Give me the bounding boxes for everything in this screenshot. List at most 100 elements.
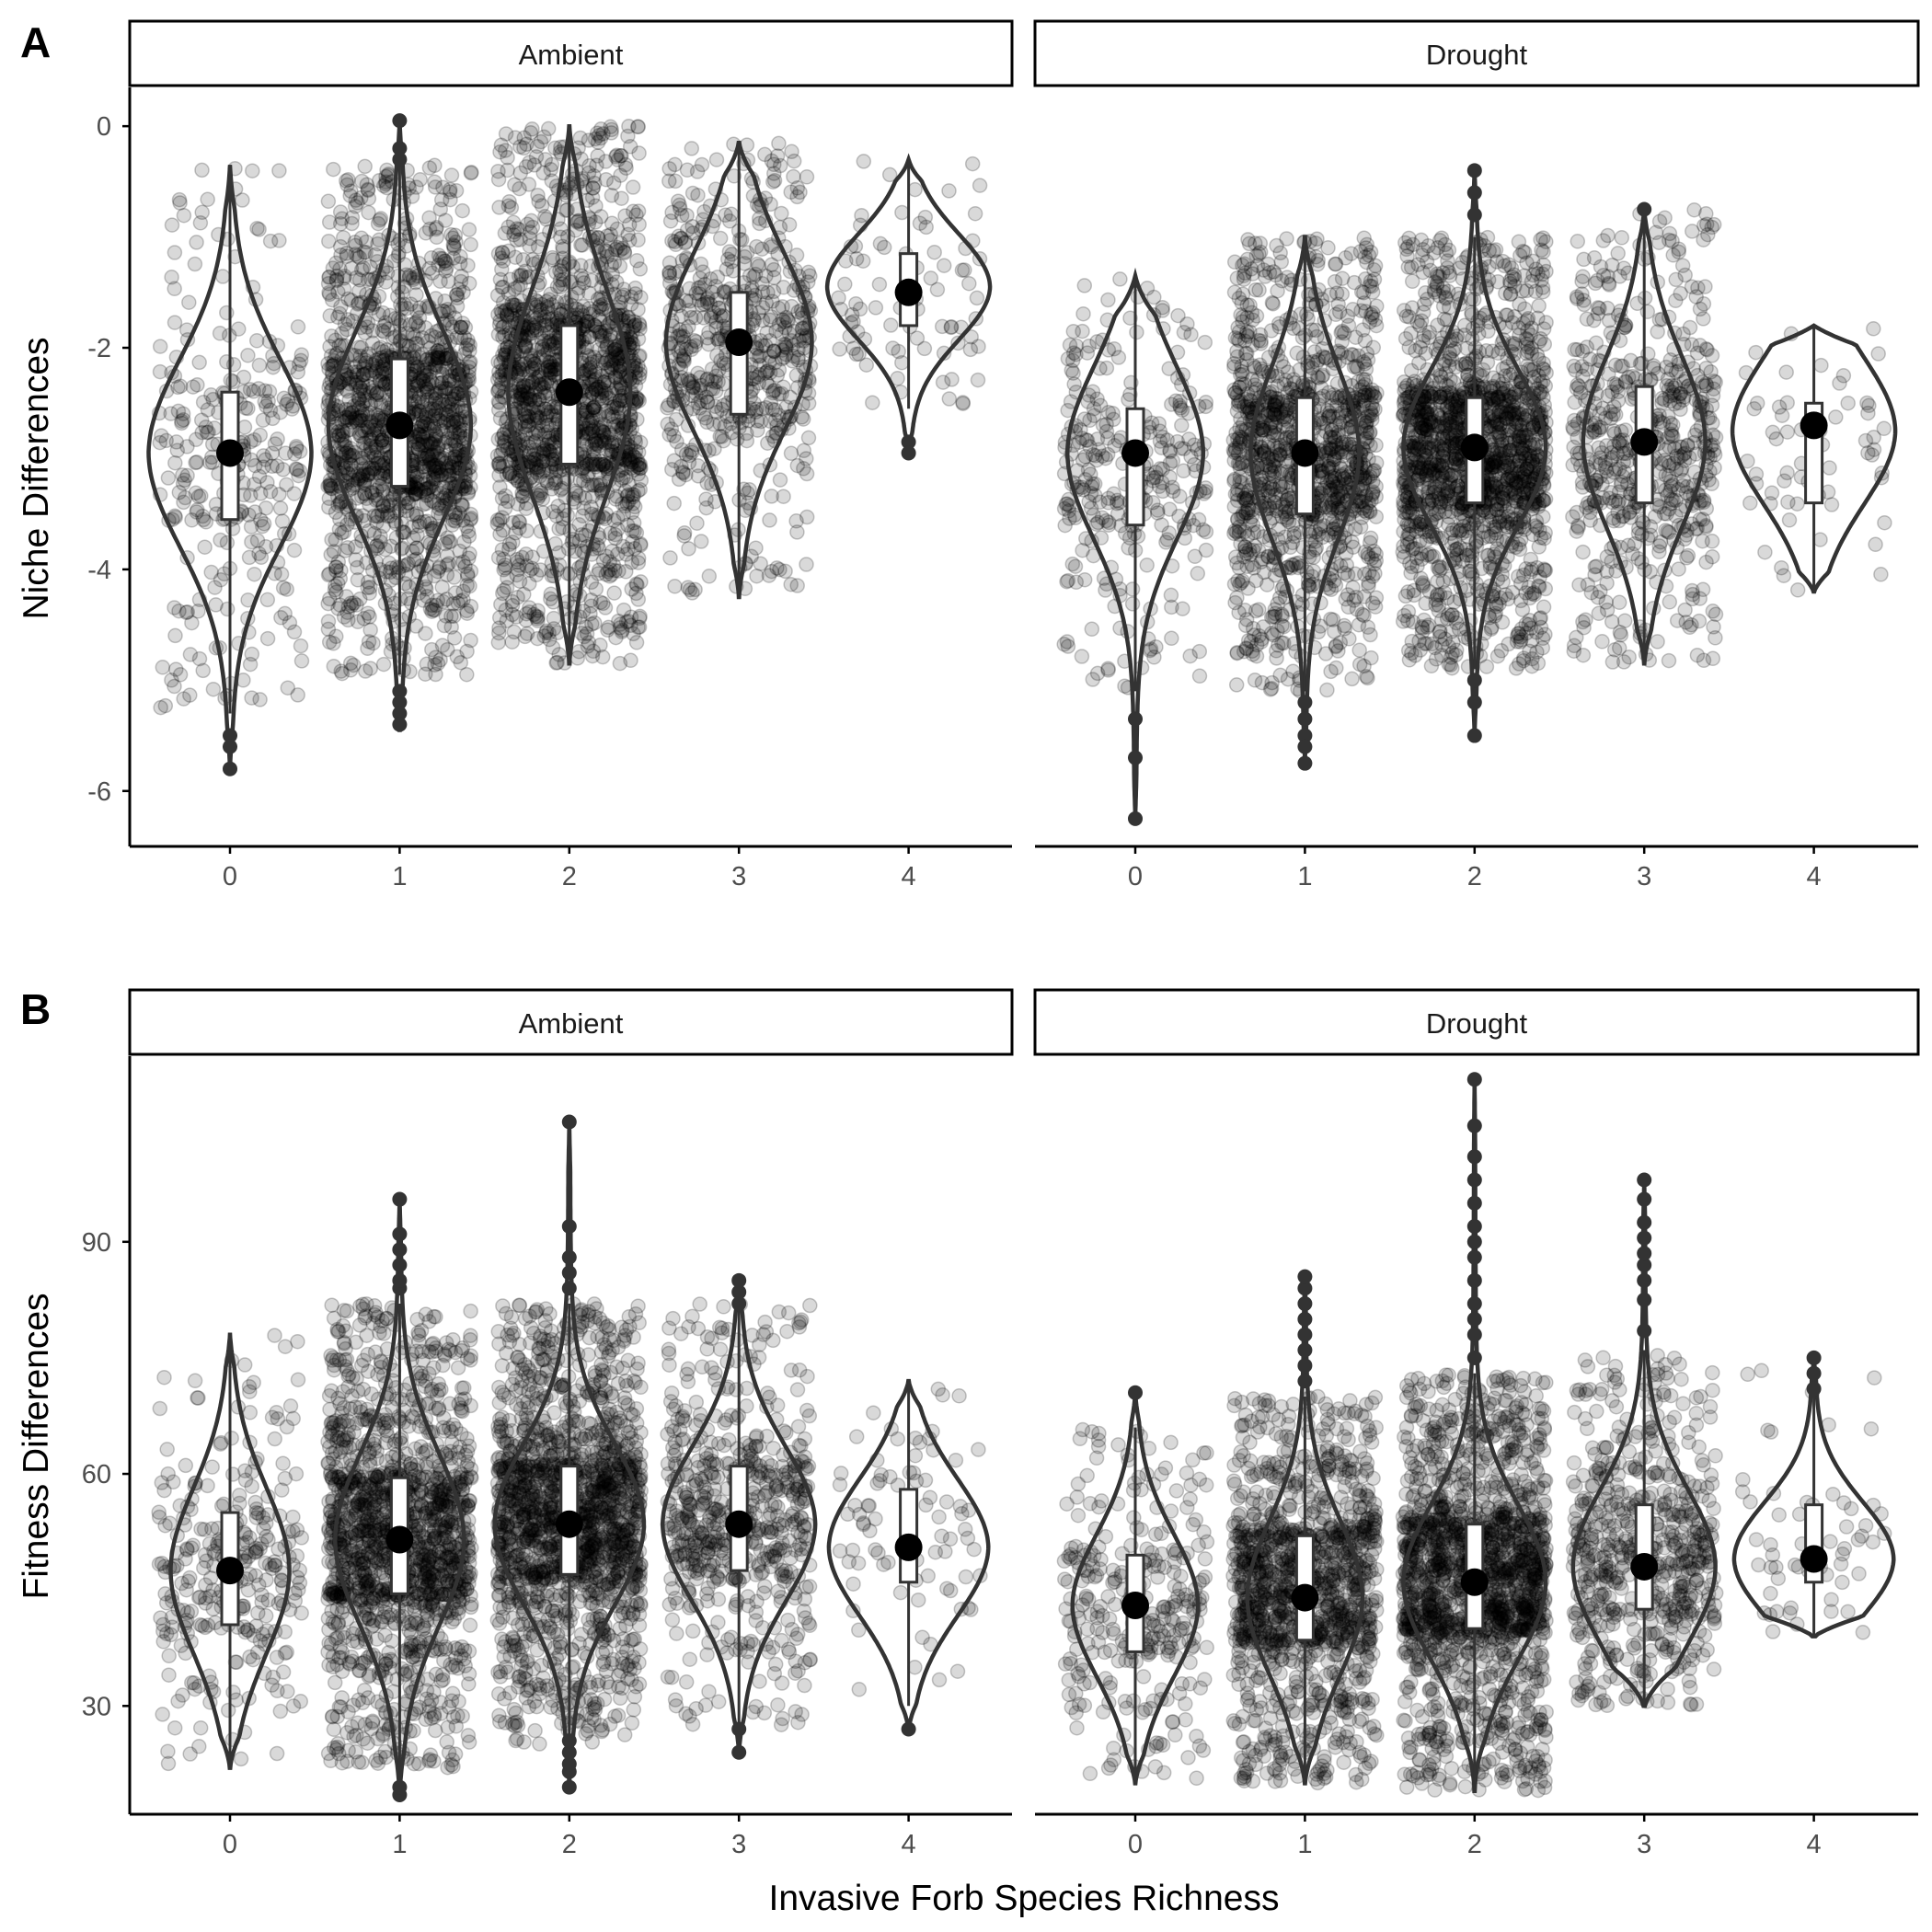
- jitter-point: [181, 294, 197, 310]
- jitter-point: [292, 463, 308, 479]
- jitter-point: [190, 377, 205, 393]
- jitter-point: [168, 434, 185, 450]
- jitter-point: [163, 406, 178, 421]
- jitter-point: [271, 163, 287, 178]
- facet-strip-b-ambient: Ambient: [128, 988, 1014, 1056]
- jitter-point: [800, 430, 817, 446]
- jitter-point: [660, 416, 676, 432]
- jitter-point: [171, 484, 188, 500]
- jitter-point: [463, 165, 479, 181]
- jitter-point: [193, 412, 210, 428]
- jitter-point: [343, 293, 360, 308]
- jitter-point: [1190, 512, 1207, 528]
- jitter-point: [629, 253, 645, 269]
- jitter-point: [191, 650, 208, 667]
- jitter-point: [437, 535, 454, 552]
- jitter-point: [178, 604, 194, 621]
- outlier-point: [1128, 811, 1143, 826]
- jitter-point: [185, 379, 201, 395]
- jitter-point: [324, 328, 339, 344]
- jitter-point: [630, 550, 647, 567]
- jitter-point: [164, 673, 179, 688]
- jitter-point: [273, 566, 290, 582]
- jitter-point: [789, 524, 805, 540]
- jitter-point: [187, 256, 203, 272]
- jitter-point: [781, 216, 798, 233]
- plot-panel-a-drought: [1056, 163, 1898, 826]
- jitter-point: [524, 549, 541, 565]
- jitter-point: [259, 398, 274, 414]
- jitter-point: [662, 213, 679, 229]
- jitter-point: [771, 135, 787, 152]
- jitter-point: [499, 580, 515, 595]
- jitter-point: [598, 171, 615, 188]
- jitter-point: [198, 419, 214, 435]
- jitter-point: [693, 534, 709, 549]
- jitter-point: [200, 402, 216, 418]
- jitter-point: [1191, 668, 1208, 684]
- jitter-point: [632, 434, 649, 451]
- jitter-point: [590, 148, 605, 164]
- jitter-point: [1344, 671, 1360, 687]
- jitter-point: [207, 580, 223, 595]
- jitter-point: [179, 439, 195, 454]
- jitter-point: [1065, 323, 1082, 339]
- jitter-point: [623, 652, 638, 669]
- jitter-point: [799, 509, 815, 525]
- jitter-point: [1182, 648, 1198, 664]
- jitter-point: [182, 687, 198, 703]
- jitter-point: [249, 533, 266, 548]
- jitter-point: [193, 488, 209, 504]
- jitter-point: [591, 540, 607, 557]
- jitter-point: [259, 592, 276, 608]
- jitter-point: [524, 121, 540, 137]
- jitter-point: [448, 510, 465, 526]
- jitter-point: [628, 207, 644, 223]
- jitter-point: [244, 534, 259, 550]
- jitter-point: [1065, 365, 1081, 381]
- jitter-point: [251, 468, 268, 485]
- jitter-point: [253, 512, 269, 528]
- jitter-point: [832, 341, 847, 357]
- jitter-point: [694, 156, 710, 173]
- jitter-point: [492, 479, 508, 495]
- panel-label-a: A: [20, 18, 51, 66]
- jitter-point: [1170, 307, 1186, 324]
- jitter-point: [208, 597, 224, 613]
- jitter-point: [427, 179, 443, 195]
- violin-group-2: [489, 119, 650, 672]
- jitter-point: [1100, 661, 1116, 676]
- jitter-point: [501, 536, 518, 552]
- jitter-point: [454, 202, 470, 219]
- jitter-point: [246, 384, 261, 399]
- jitter-point: [490, 431, 507, 447]
- jitter-point: [776, 489, 791, 504]
- jitter-point: [436, 253, 453, 269]
- jitter-point: [279, 581, 294, 597]
- jitter-point: [491, 380, 507, 397]
- jitter-point: [531, 193, 546, 210]
- jitter-point: [489, 447, 506, 464]
- jitter-point: [320, 193, 337, 210]
- jitter-point: [265, 410, 281, 427]
- jitter-point: [459, 566, 476, 581]
- jitter-point: [585, 643, 602, 660]
- jitter-point: [244, 646, 260, 662]
- jitter-point: [971, 339, 986, 354]
- jitter-point: [507, 177, 523, 193]
- jitter-point: [461, 363, 477, 380]
- jitter-point: [274, 513, 291, 529]
- jitter-point: [604, 121, 619, 138]
- jitter-point: [682, 581, 698, 598]
- jitter-point: [543, 591, 558, 607]
- jitter-point: [494, 245, 511, 260]
- jitter-point: [504, 597, 521, 614]
- jitter-point: [941, 183, 957, 199]
- jitter-point: [257, 394, 273, 409]
- jitter-point: [288, 439, 305, 454]
- jitter-point: [195, 662, 211, 679]
- jitter-point: [291, 356, 307, 373]
- y-axis-title-a: Niche Differences: [17, 337, 56, 619]
- jitter-point: [340, 612, 356, 628]
